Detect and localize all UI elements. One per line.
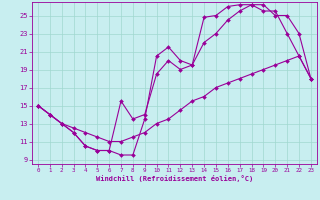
X-axis label: Windchill (Refroidissement éolien,°C): Windchill (Refroidissement éolien,°C) [96, 175, 253, 182]
